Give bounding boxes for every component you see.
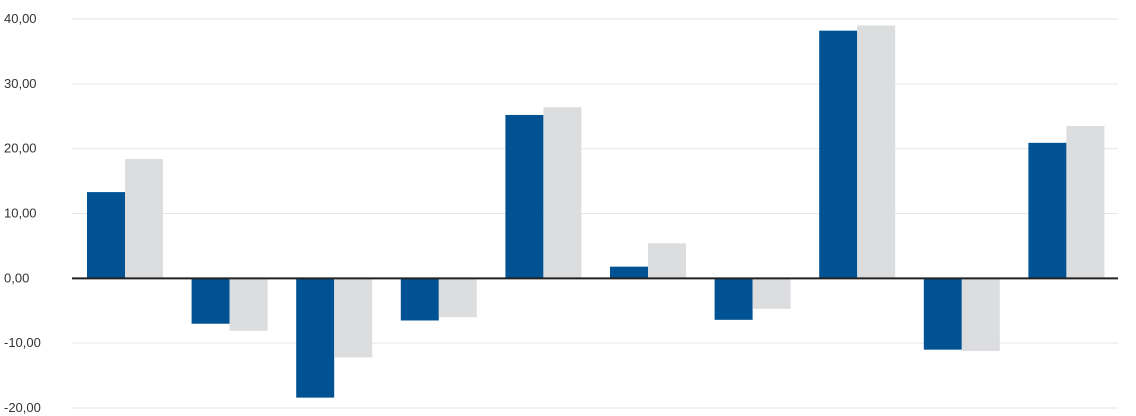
y-tick-label: 40,00 <box>4 11 37 26</box>
y-tick-label: 10,00 <box>4 206 37 221</box>
y-tick-label: 20,00 <box>4 141 37 156</box>
bar-series-1-group-9 <box>923 278 962 350</box>
bar-series-2-group-8 <box>857 25 896 279</box>
bar-series-2-group-10 <box>1066 125 1105 279</box>
y-axis: -20,00 -10,00 0,00 10,00 20,00 30,00 40,00 <box>4 11 41 415</box>
bars <box>87 25 1105 398</box>
bar-series-2-group-7 <box>752 278 791 309</box>
y-tick-label: 0,00 <box>4 270 29 285</box>
bar-series-1-group-5 <box>505 114 544 279</box>
bar-series-2-group-4 <box>438 278 477 318</box>
y-tick-label: -10,00 <box>4 335 41 350</box>
bar-series-1-group-7 <box>714 278 753 320</box>
bar-series-1-group-8 <box>819 30 858 279</box>
bar-series-1-group-4 <box>400 278 439 321</box>
bar-series-1-group-6 <box>610 266 648 279</box>
bar-series-2-group-1 <box>125 159 163 279</box>
y-tick-label: -20,00 <box>4 400 41 415</box>
bar-series-2-group-2 <box>229 278 268 331</box>
bar-series-1-group-2 <box>191 278 230 324</box>
bar-series-2-group-5 <box>543 107 582 279</box>
bar-series-1-group-10 <box>1028 142 1067 279</box>
bar-series-2-group-6 <box>648 243 686 279</box>
bar-series-2-group-9 <box>961 278 1000 351</box>
bar-series-2-group-3 <box>334 278 373 358</box>
bar-series-1-group-3 <box>296 278 335 398</box>
bar-series-1-group-1 <box>87 192 125 279</box>
y-tick-label: 30,00 <box>4 76 37 91</box>
